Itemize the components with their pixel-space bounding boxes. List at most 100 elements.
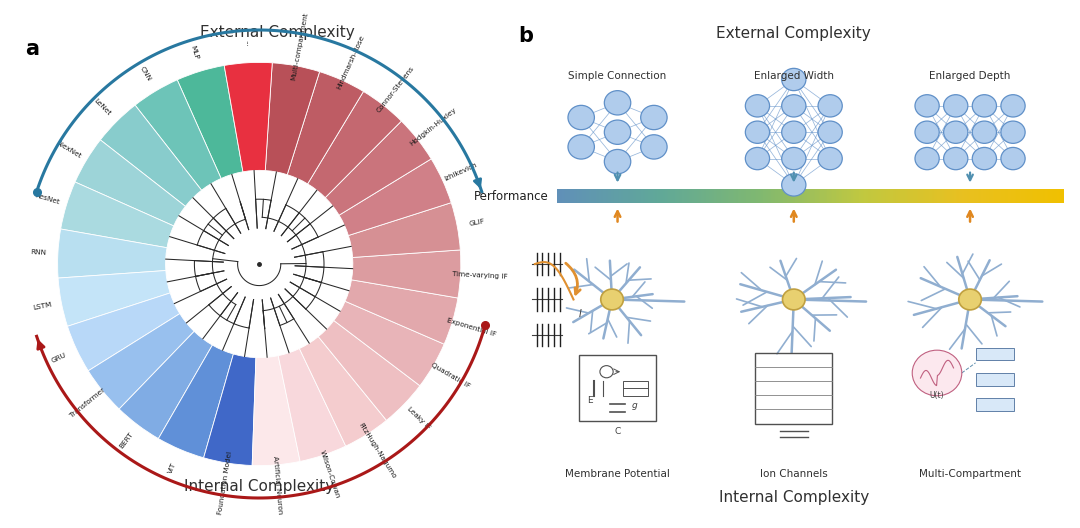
Bar	[856, 189, 859, 203]
Bar	[650, 189, 652, 203]
Circle shape	[605, 149, 631, 174]
Bar	[654, 189, 657, 203]
Bar	[914, 189, 916, 203]
Text: Multi-compartment: Multi-compartment	[291, 12, 309, 81]
Bar	[717, 189, 719, 203]
Bar	[569, 189, 571, 203]
Bar	[599, 189, 602, 203]
Bar	[750, 189, 752, 203]
Bar	[1050, 189, 1052, 203]
Circle shape	[745, 147, 770, 169]
Bar	[761, 189, 764, 203]
Bar	[851, 189, 853, 203]
Bar	[849, 189, 851, 203]
Wedge shape	[325, 121, 431, 215]
Bar	[906, 189, 909, 203]
Bar	[854, 189, 856, 203]
Bar	[953, 189, 955, 203]
Circle shape	[600, 289, 623, 310]
Text: Membrane Potential: Membrane Potential	[565, 469, 670, 479]
Bar	[879, 189, 881, 203]
Bar	[867, 189, 870, 203]
Text: RNN: RNN	[30, 249, 46, 256]
Bar	[581, 189, 583, 203]
Bar	[959, 189, 961, 203]
Circle shape	[605, 91, 631, 115]
Text: ResNet: ResNet	[35, 193, 60, 206]
Bar	[558, 189, 561, 203]
Bar	[589, 189, 591, 203]
Bar	[883, 189, 886, 203]
Bar	[564, 189, 566, 203]
Bar	[827, 189, 829, 203]
Bar	[941, 189, 943, 203]
Circle shape	[599, 365, 613, 378]
Text: Performance: Performance	[474, 190, 549, 203]
Bar	[798, 189, 800, 203]
Bar	[971, 189, 973, 203]
Bar	[915, 189, 917, 203]
Bar	[1011, 189, 1013, 203]
Text: MLP: MLP	[189, 44, 200, 60]
Bar	[956, 189, 958, 203]
Bar	[643, 189, 646, 203]
Text: Internal Complexity: Internal Complexity	[184, 479, 335, 494]
Wedge shape	[279, 348, 346, 461]
Bar	[842, 189, 845, 203]
Bar	[684, 189, 686, 203]
Bar	[873, 189, 875, 203]
Bar	[991, 189, 994, 203]
Bar	[780, 189, 782, 203]
Bar	[1015, 189, 1017, 203]
Bar	[662, 189, 664, 203]
Bar	[579, 189, 581, 203]
Bar	[672, 189, 674, 203]
Bar	[800, 189, 802, 203]
Bar	[627, 189, 630, 203]
Bar	[705, 189, 707, 203]
Bar	[797, 189, 799, 203]
Bar	[1004, 189, 1007, 203]
Bar	[708, 189, 712, 203]
Bar	[903, 189, 905, 203]
Bar	[926, 189, 928, 203]
Bar	[618, 189, 620, 203]
Bar	[621, 189, 623, 203]
Bar	[878, 189, 880, 203]
Bar	[831, 189, 833, 203]
Bar	[704, 189, 706, 203]
Text: Time-varying IF: Time-varying IF	[453, 271, 509, 279]
Bar	[1022, 189, 1024, 203]
Bar	[653, 189, 656, 203]
Bar	[918, 189, 920, 203]
Bar	[630, 189, 632, 203]
Bar	[743, 189, 745, 203]
Text: FitzHugh-Nagumo: FitzHugh-Nagumo	[357, 422, 397, 480]
Bar	[998, 189, 1000, 203]
Bar	[696, 189, 698, 203]
Bar	[930, 189, 932, 203]
Bar	[638, 189, 640, 203]
Circle shape	[782, 174, 806, 196]
Circle shape	[818, 121, 842, 144]
Bar	[976, 189, 978, 203]
Bar	[765, 189, 767, 203]
Bar	[594, 189, 596, 203]
Bar	[957, 189, 959, 203]
Bar	[723, 189, 725, 203]
Bar	[753, 189, 755, 203]
Bar	[1013, 189, 1015, 203]
Bar	[981, 189, 983, 203]
Bar	[665, 189, 667, 203]
Bar	[729, 189, 731, 203]
Bar	[829, 189, 832, 203]
Bar	[623, 381, 648, 396]
Bar	[920, 189, 922, 203]
Text: ViT: ViT	[167, 461, 177, 474]
Bar	[839, 189, 841, 203]
Bar	[588, 189, 590, 203]
Bar	[720, 189, 723, 203]
Bar	[690, 189, 692, 203]
Wedge shape	[266, 63, 320, 175]
Bar	[939, 189, 941, 203]
